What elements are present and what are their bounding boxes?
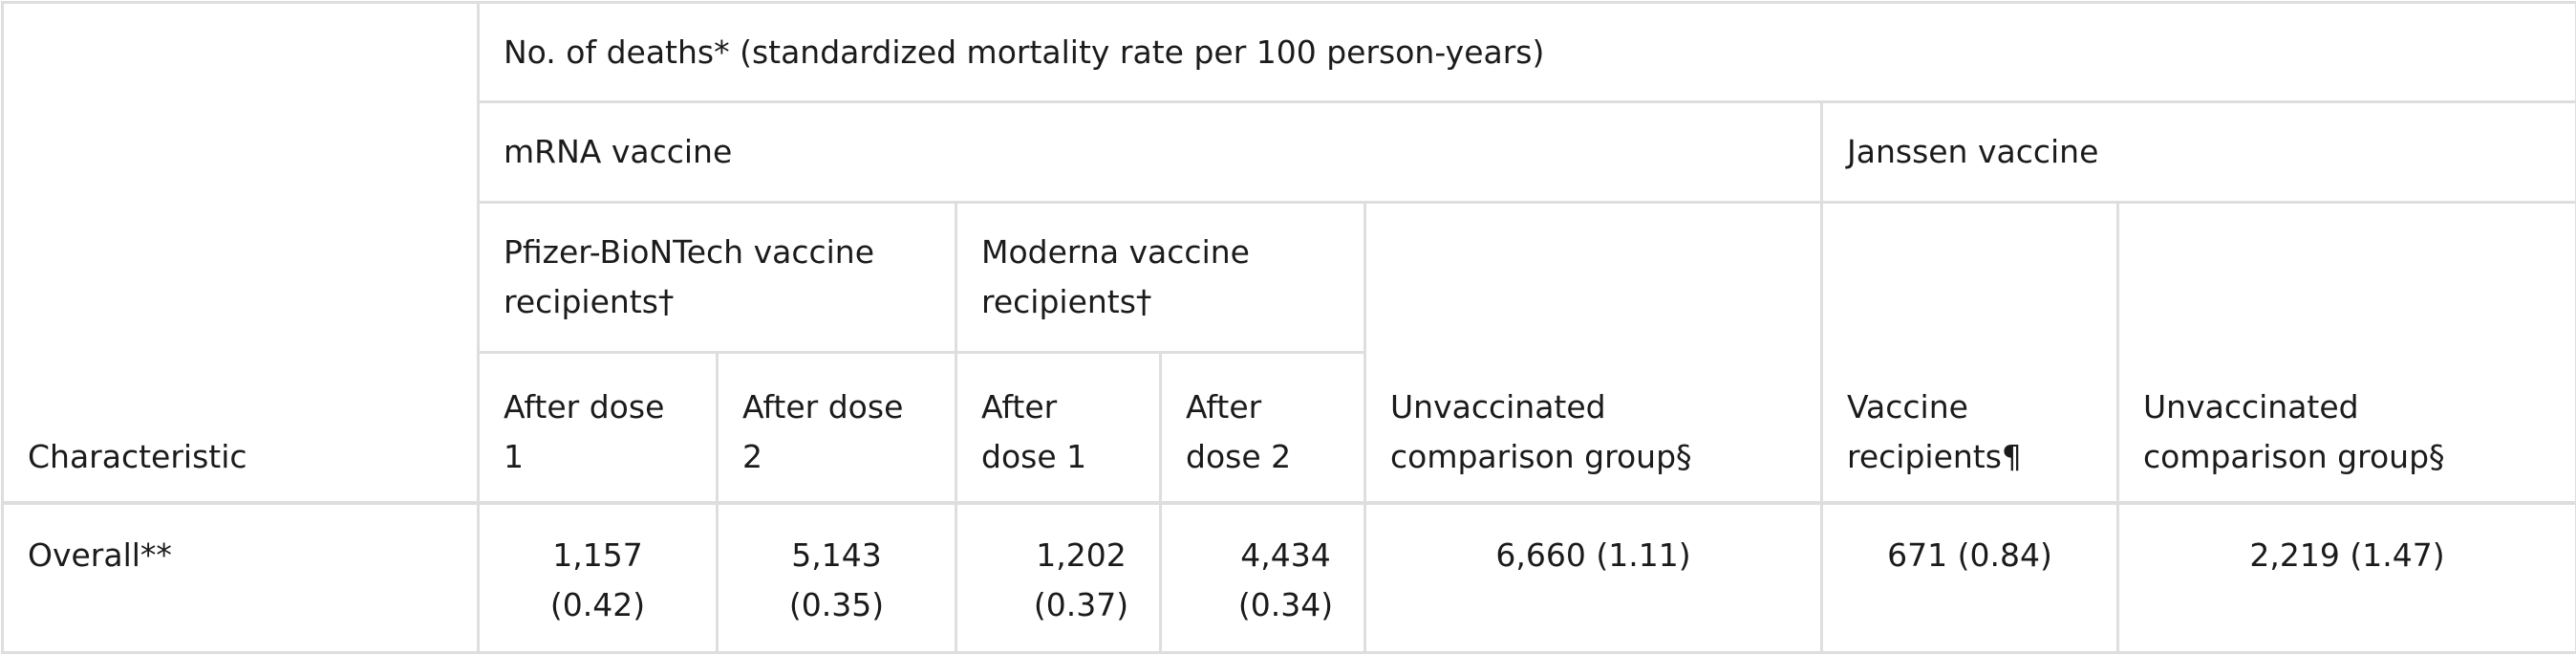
unvaccinated-janssen-header: Unvaccinated comparison group§ <box>2118 203 2576 503</box>
janssen-vaccine-header: Janssen vaccine <box>1822 102 2576 203</box>
unvaccinated-mrna-cell: 6,660 (1.11) <box>1365 503 1822 653</box>
moderna-dose2-cell: 4,434 (0.34) <box>1161 503 1365 653</box>
characteristic-header: Characteristic <box>3 3 479 503</box>
pfizer-dose1-header: After dose 1 <box>479 353 718 503</box>
unvaccinated-mrna-header: Unvaccinated comparison group§ <box>1365 203 1822 503</box>
pfizer-dose2-cell: 5,143 (0.35) <box>718 503 956 653</box>
moderna-dose1-cell: 1,202 (0.37) <box>956 503 1161 653</box>
unvaccinated-janssen-cell: 2,219 (1.47) <box>2118 503 2576 653</box>
table-row: Overall** 1,157 (0.42) 5,143 (0.35) 1,20… <box>3 503 2576 653</box>
janssen-recipients-header: Vaccine recipients¶ <box>1822 203 2118 503</box>
janssen-recipients-cell: 671 (0.84) <box>1822 503 2118 653</box>
moderna-dose2-header: After dose 2 <box>1161 353 1365 503</box>
moderna-dose1-header: After dose 1 <box>956 353 1161 503</box>
row-label: Overall** <box>3 503 479 653</box>
deaths-group-header: No. of deaths* (standardized mortality r… <box>479 3 2576 102</box>
pfizer-dose2-header: After dose 2 <box>718 353 956 503</box>
pfizer-recipients-header: Pfizer-BioNTech vaccine recipients† <box>479 203 956 353</box>
moderna-recipients-header: Moderna vaccine recipients† <box>956 203 1365 353</box>
pfizer-dose1-cell: 1,157 (0.42) <box>479 503 718 653</box>
mrna-vaccine-header: mRNA vaccine <box>479 102 1822 203</box>
